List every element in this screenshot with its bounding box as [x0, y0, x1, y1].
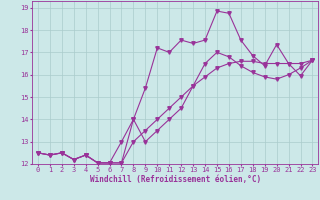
- X-axis label: Windchill (Refroidissement éolien,°C): Windchill (Refroidissement éolien,°C): [90, 175, 261, 184]
